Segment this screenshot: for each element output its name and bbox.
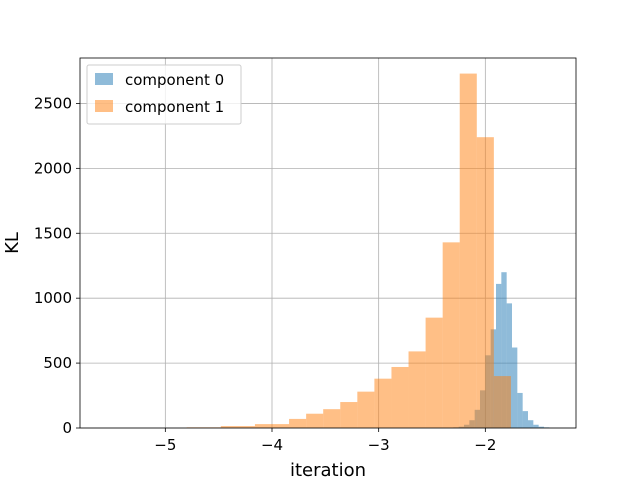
histogram-bar bbox=[289, 418, 307, 428]
histogram-bar bbox=[306, 413, 324, 428]
histogram-bar bbox=[357, 391, 375, 428]
y-tick-label: 1000 bbox=[34, 289, 72, 307]
histogram-bar bbox=[533, 424, 539, 428]
legend-swatch-component-1 bbox=[95, 100, 113, 112]
y-tick-label: 2500 bbox=[34, 94, 72, 112]
histogram-bar bbox=[459, 73, 477, 428]
legend-label-component-1: component 1 bbox=[125, 98, 224, 116]
histogram-bar bbox=[517, 392, 523, 428]
histogram-bar bbox=[512, 347, 518, 428]
bars bbox=[186, 73, 550, 428]
y-axis-label: KL bbox=[2, 232, 23, 254]
x-axis-ticks: −5 −4 −3 −2 bbox=[154, 428, 496, 454]
legend-swatch-component-0 bbox=[95, 73, 113, 85]
histogram-bar bbox=[442, 242, 460, 428]
x-axis-label: iteration bbox=[290, 460, 366, 480]
histogram-bar bbox=[254, 424, 290, 428]
histogram-bar bbox=[538, 426, 544, 428]
histogram-bar bbox=[506, 303, 512, 428]
y-tick-label: 2000 bbox=[34, 159, 72, 177]
histogram-bar bbox=[391, 366, 409, 428]
histogram-bar bbox=[340, 402, 358, 428]
histogram-bar bbox=[408, 351, 426, 428]
x-tick-label: −3 bbox=[368, 436, 390, 454]
histogram-bar bbox=[220, 426, 255, 428]
histogram-bar bbox=[323, 409, 341, 428]
x-tick-label: −2 bbox=[474, 436, 496, 454]
histogram-bar bbox=[374, 378, 392, 428]
legend: component 0 component 1 bbox=[86, 64, 242, 125]
histogram-bar bbox=[522, 411, 528, 428]
x-tick-label: −5 bbox=[154, 436, 176, 454]
histogram-bar bbox=[501, 272, 507, 428]
histogram-bar bbox=[528, 420, 534, 428]
series-component-1 bbox=[186, 73, 511, 428]
y-axis-ticks: 0 500 1000 1500 2000 2500 bbox=[34, 94, 80, 437]
x-tick-label: −4 bbox=[261, 436, 283, 454]
legend-box bbox=[86, 64, 242, 125]
y-tick-label: 0 bbox=[62, 419, 72, 437]
histogram-bar bbox=[476, 137, 494, 428]
plot-area bbox=[79, 57, 577, 429]
histogram-bar bbox=[493, 376, 511, 428]
histogram-bar bbox=[425, 317, 443, 428]
y-tick-label: 1500 bbox=[34, 224, 72, 242]
histogram-bar bbox=[496, 283, 502, 428]
y-tick-label: 500 bbox=[43, 354, 72, 372]
plot-frame bbox=[79, 57, 577, 429]
legend-label-component-0: component 0 bbox=[125, 71, 224, 89]
